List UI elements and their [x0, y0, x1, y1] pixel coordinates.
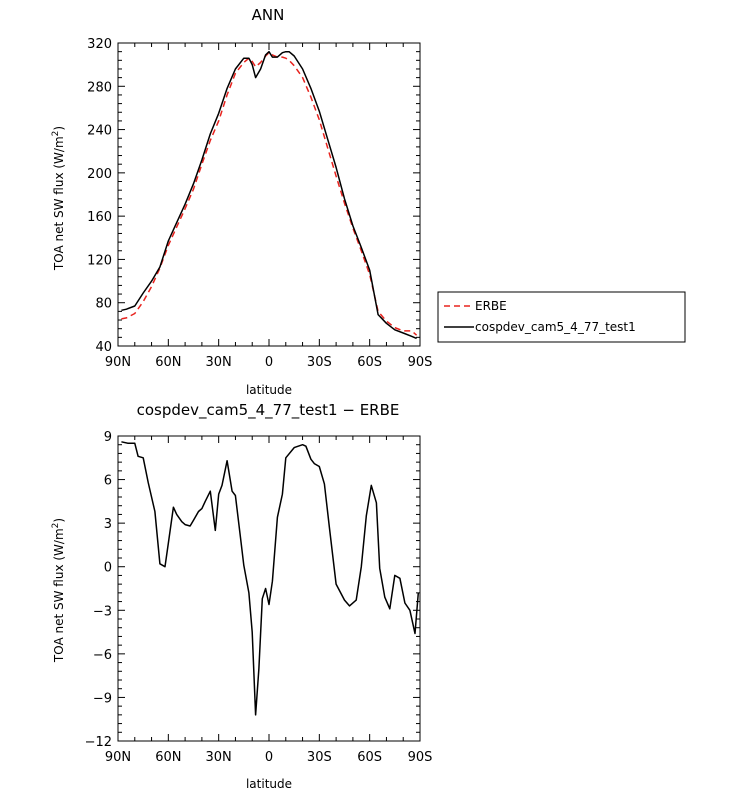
series-line-cospdev-cam5-4-77-test1: [121, 50, 417, 340]
x-tick-label: 90N: [105, 355, 131, 370]
y-tick-label: 9: [104, 430, 112, 445]
bottom-x-tick-labels: 90N 60N 30N 0 30S 60S 90S: [105, 750, 433, 765]
x-tick-label: 0: [265, 355, 273, 370]
y-tick-label: 0: [104, 561, 112, 576]
y-tick-label: 320: [87, 37, 112, 52]
x-tick-label: 30N: [206, 750, 232, 765]
series-line-difference: [121, 441, 420, 716]
top-chart-title: ANN: [252, 6, 285, 24]
legend: ERBE cospdev_cam5_4_77_test1: [437, 291, 686, 343]
y-tick-label: 160: [87, 210, 112, 225]
y-tick-label: −9: [93, 691, 112, 706]
bottom-axis-ticks: [117, 435, 421, 742]
y-tick-label: 6: [104, 474, 112, 489]
x-tick-label: 90N: [105, 750, 131, 765]
bottom-plot-frame: [117, 435, 421, 742]
bottom-y-tick-labels: −12 −9 −6 −3 0 3 6 9: [85, 430, 112, 750]
y-tick-label: 40: [95, 340, 112, 355]
top-x-tick-labels: 90N 60N 30N 0 30S 60S 90S: [105, 355, 433, 370]
x-tick-label: 30N: [206, 355, 232, 370]
y-tick-label: 200: [87, 167, 112, 182]
x-tick-label: 90S: [408, 750, 433, 765]
x-tick-label: 60S: [357, 355, 382, 370]
bottom-panel: cospdev_cam5_4_77_test1 − ERBE 90N 60N 30N…: [51, 401, 432, 791]
bottom-chart-title: cospdev_cam5_4_77_test1 − ERBE: [137, 401, 400, 420]
y-tick-label: 120: [87, 253, 112, 268]
x-tick-label: 90S: [408, 355, 433, 370]
top-y-tick-labels: 40 80 120 160 200 240 280 320: [87, 37, 112, 355]
y-tick-label: 80: [95, 297, 112, 312]
x-tick-label: 30S: [307, 355, 332, 370]
bottom-x-axis-label: latitude: [246, 777, 292, 791]
top-y-axis-label: TOA net SW flux (W/m2): [51, 126, 66, 271]
y-tick-label: 240: [87, 124, 112, 139]
x-tick-label: 30S: [307, 750, 332, 765]
y-tick-label: −6: [93, 648, 112, 663]
legend-label-model: cospdev_cam5_4_77_test1: [475, 320, 636, 334]
x-tick-label: 60S: [357, 750, 382, 765]
y-tick-label: −12: [85, 735, 112, 750]
top-series-lines: [121, 50, 418, 340]
bottom-y-axis-label: TOA net SW flux (W/m2): [51, 518, 66, 663]
top-x-axis-label: latitude: [246, 383, 292, 397]
y-tick-label: −3: [93, 604, 112, 619]
bottom-series-lines: [121, 441, 420, 716]
top-panel: ANN 90N 60N 30N 0 30S 60S 90S 40 80 120 160 200 240…: [51, 6, 432, 397]
y-tick-label: 3: [104, 517, 112, 532]
legend-box: [437, 291, 686, 343]
x-tick-label: 60N: [155, 750, 181, 765]
legend-label-erbe: ERBE: [475, 299, 507, 313]
x-tick-label: 60N: [155, 355, 181, 370]
x-tick-label: 0: [265, 750, 273, 765]
y-tick-label: 280: [87, 80, 112, 95]
series-line-erbe: [121, 51, 418, 336]
top-plot-frame: [117, 42, 421, 347]
